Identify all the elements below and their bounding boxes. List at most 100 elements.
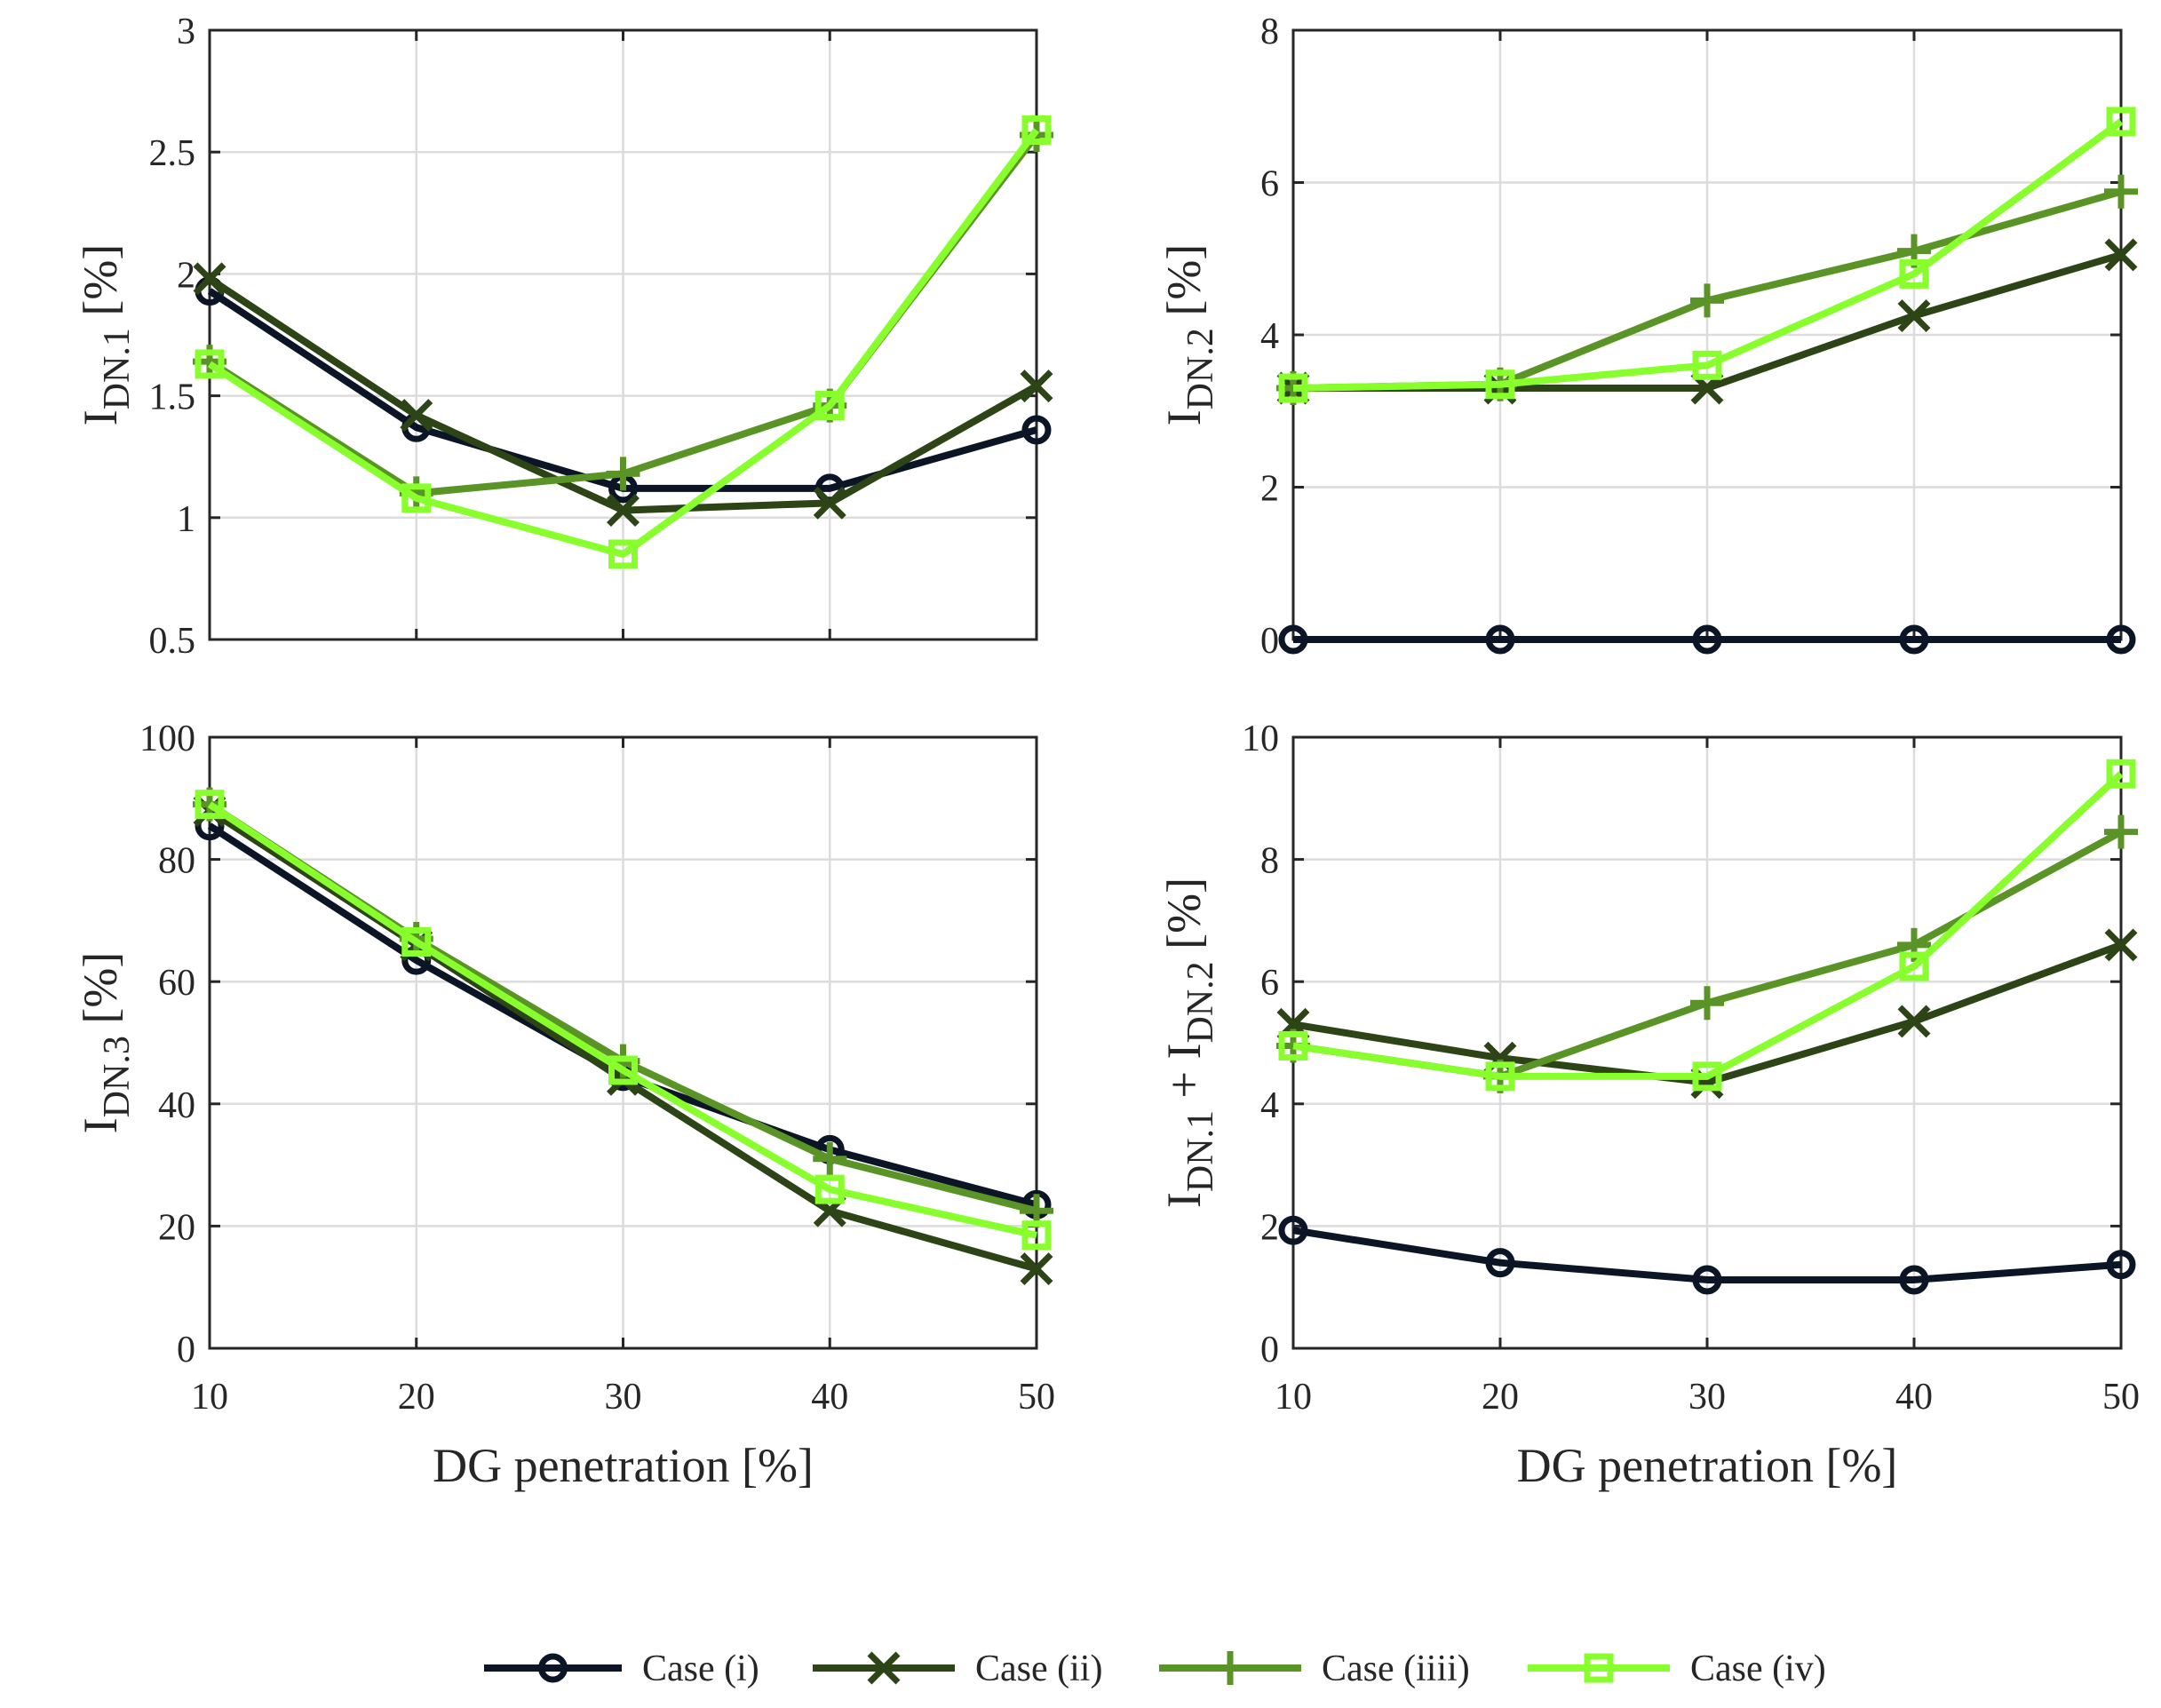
data-point	[1690, 986, 1724, 1021]
data-point	[1692, 350, 1722, 380]
y-label-subscript-2: DN.2	[1180, 961, 1221, 1043]
y-label-main: I	[1157, 1192, 1211, 1208]
y-label-subscript: DN.1	[1180, 1110, 1221, 1192]
y-label-unit: [%]	[1157, 244, 1211, 328]
series-line	[207, 128, 1040, 558]
data-point	[1897, 1005, 1931, 1038]
x-tick-label: 10	[191, 1377, 228, 1418]
legend-label: Case (i)	[642, 1648, 759, 1689]
data-point	[1278, 1215, 1308, 1245]
x-tick-label: 20	[1482, 1377, 1519, 1418]
x-axis-label: DG penetration [%]	[433, 1439, 814, 1492]
x-tick-label: 40	[1895, 1377, 1933, 1418]
data-point	[1899, 1265, 1929, 1295]
y-tick-label: 8	[1260, 841, 1279, 882]
y-label-subscript: DN.1	[97, 328, 138, 409]
y-axis-label: IDN.2 [%]	[1157, 244, 1221, 426]
data-point	[1899, 624, 1929, 655]
data-point	[1021, 415, 1052, 445]
data-point	[193, 262, 226, 296]
data-point	[1020, 369, 1053, 403]
data-point	[2106, 624, 2136, 655]
legend-marker	[867, 1651, 901, 1685]
data-point	[608, 539, 638, 569]
legend-entry: Case (iiii)	[1159, 1648, 1470, 1689]
series-case-iv	[195, 790, 1052, 1251]
y-tick-label: 60	[158, 963, 195, 1004]
y-tick-label: 10	[1242, 719, 1279, 759]
legend-label: Case (ii)	[975, 1648, 1102, 1689]
data-point	[607, 494, 640, 528]
y-axis-label: IDN.3 [%]	[74, 952, 138, 1134]
y-label-main: I	[74, 1117, 127, 1133]
panel-dn1: 0.5 1 1.5 2 2.5 3 IDN.1 [%]	[74, 12, 1053, 662]
y-label-unit: [%]	[74, 952, 127, 1036]
panel-dn2: 0 2 4 6 8 IDN.2 [%]	[1157, 12, 2138, 662]
panel-dn3: 0 20 40 60 80 100 10 20 30 40 50 DG penetration [%]…	[74, 719, 1055, 1492]
data-point	[1278, 1030, 1308, 1061]
y-axis-label: IDN.1 [%]	[74, 244, 138, 426]
series-line	[1292, 118, 2124, 393]
data-point	[195, 790, 225, 820]
y-tick-label: 1.5	[149, 377, 196, 418]
data-point	[1485, 1248, 1515, 1278]
data-point	[1690, 283, 1724, 318]
data-point	[1021, 115, 1052, 146]
data-point	[1485, 369, 1515, 400]
data-point	[401, 483, 432, 513]
y-tick-label: 4	[1260, 316, 1279, 357]
y-label-unit: [%]	[1157, 878, 1211, 961]
legend: Case (i) Case (ii) Case (iiii) Case (iv)	[471, 1634, 1892, 1704]
x-axis-label: DG penetration [%]	[1517, 1439, 1898, 1492]
y-tick-label: 2	[1260, 1207, 1279, 1248]
series-case-iv	[1278, 759, 2136, 1092]
y-label-main-2: + I	[1157, 1044, 1211, 1110]
series-line	[1292, 1227, 2122, 1283]
panel-dn12: 0 2 4 6 8 10 10 20 30 40 50 DG penetration [%] IDN.1…	[1157, 719, 2140, 1492]
y-tick-label: 3	[177, 12, 195, 52]
series-line	[207, 801, 1037, 1239]
data-point	[813, 486, 846, 520]
data-point	[813, 1141, 847, 1176]
legend-label: Case (iv)	[1690, 1648, 1826, 1689]
y-label-main: I	[74, 409, 127, 425]
x-tick-label: 10	[1275, 1377, 1312, 1418]
data-point	[1692, 1265, 1722, 1295]
gridlines	[1291, 28, 2123, 641]
gridlines	[208, 735, 1038, 1350]
series-line	[1292, 771, 2124, 1080]
y-tick-label: 6	[1260, 963, 1279, 1004]
x-tick-label: 30	[605, 1377, 642, 1418]
y-tick-label: 1	[177, 499, 195, 540]
y-tick-label: 0	[1260, 1330, 1279, 1370]
data-point	[606, 457, 640, 491]
y-label-main: I	[1157, 409, 1211, 425]
data-point	[2106, 107, 2136, 137]
data-point	[1485, 624, 1515, 655]
x-tick-label: 40	[811, 1377, 848, 1418]
data-point	[1020, 1252, 1053, 1286]
data-point	[1692, 624, 1722, 655]
y-tick-label: 0	[177, 1330, 195, 1370]
series-case-iv	[195, 115, 1052, 569]
y-tick-label: 2	[177, 255, 195, 296]
y-label-subscript: DN.3	[97, 1036, 138, 1117]
legend-marker	[1213, 1651, 1247, 1685]
data-point	[814, 1174, 845, 1204]
data-point	[1021, 1220, 1052, 1251]
y-tick-label: 100	[139, 719, 195, 759]
data-point	[1897, 299, 1931, 333]
data-point	[1692, 1061, 1722, 1092]
series-case-ii	[193, 262, 1053, 528]
data-point	[1485, 1061, 1515, 1092]
data-point	[195, 349, 225, 379]
legend-marker	[538, 1653, 568, 1683]
data-point	[608, 1055, 638, 1085]
y-tick-label: 80	[158, 841, 195, 882]
x-tick-label: 30	[1688, 1377, 1726, 1418]
series-case-i	[1278, 1215, 2136, 1295]
legend-entry: Case (ii)	[813, 1648, 1102, 1689]
data-point	[1278, 373, 1308, 403]
y-tick-label: 0.5	[149, 621, 196, 662]
